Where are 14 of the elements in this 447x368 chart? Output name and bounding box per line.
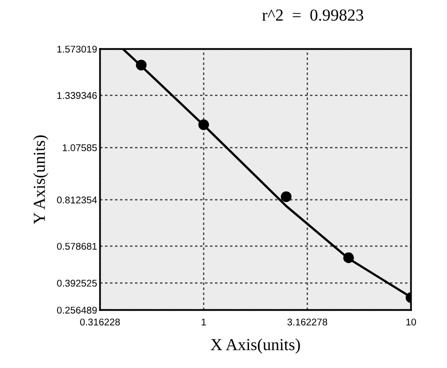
y-tick-label: 0.392525 xyxy=(57,280,97,287)
y-tick-label: 1.573019 xyxy=(57,46,97,53)
x-tick-label: 3.162278 xyxy=(287,318,328,326)
y-tick-label: 0.578681 xyxy=(57,242,97,250)
x-tick-label: 0.316228 xyxy=(80,318,120,326)
y-axis-title: Y Axis(units) xyxy=(33,135,48,224)
y-tick-label: 1.07585 xyxy=(62,144,97,152)
x-axis-title: X Axis(units) xyxy=(210,338,300,354)
text: r^2 = 0.99823 xyxy=(262,9,364,21)
x-tick-label: 10 xyxy=(406,318,416,326)
y-tick-label: 0.812354 xyxy=(57,196,97,204)
x-tick-label: 1 xyxy=(202,318,206,326)
y-tick-label: 0.256489 xyxy=(57,306,97,314)
y-tick-label: 1.339346 xyxy=(57,92,97,99)
